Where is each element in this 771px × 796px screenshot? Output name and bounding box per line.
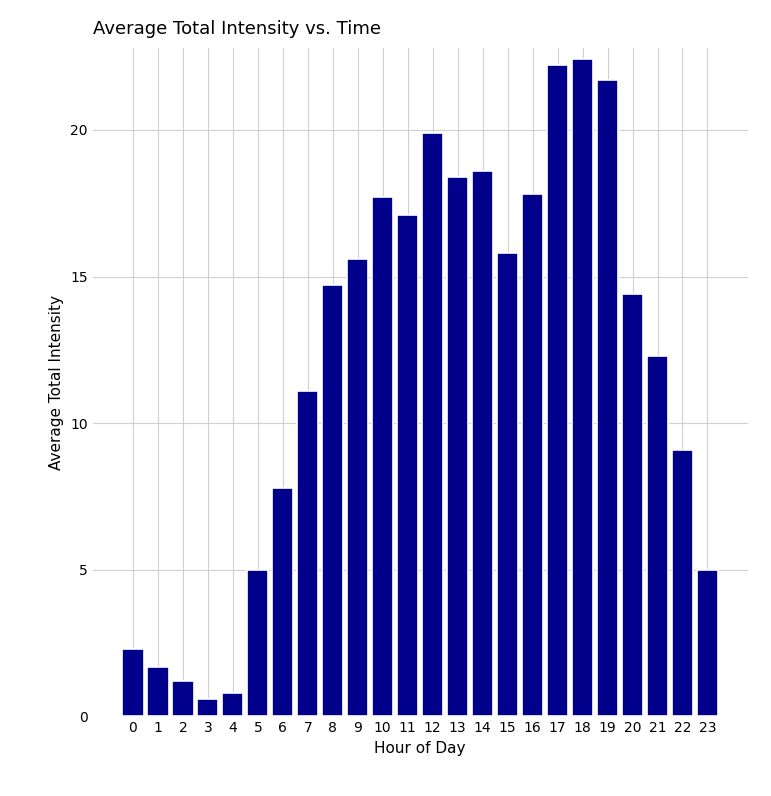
Bar bbox=[347, 259, 369, 716]
Bar bbox=[547, 65, 568, 716]
Bar bbox=[597, 80, 618, 716]
Y-axis label: Average Total Intensity: Average Total Intensity bbox=[49, 295, 65, 470]
Text: Average Total Intensity vs. Time: Average Total Intensity vs. Time bbox=[93, 20, 381, 38]
Bar bbox=[672, 450, 693, 716]
Bar bbox=[372, 197, 393, 716]
Bar bbox=[472, 171, 493, 716]
Bar bbox=[297, 391, 318, 716]
Bar bbox=[222, 693, 244, 716]
Bar bbox=[322, 285, 343, 716]
Bar bbox=[397, 215, 419, 716]
Bar bbox=[197, 699, 218, 716]
Bar bbox=[647, 356, 668, 716]
Bar bbox=[147, 666, 169, 716]
Bar bbox=[272, 488, 294, 716]
Bar bbox=[697, 570, 718, 716]
Bar bbox=[447, 177, 468, 716]
Bar bbox=[622, 294, 643, 716]
Bar bbox=[522, 194, 544, 716]
X-axis label: Hour of Day: Hour of Day bbox=[375, 741, 466, 756]
Bar bbox=[422, 133, 443, 716]
Bar bbox=[497, 253, 518, 716]
Bar bbox=[172, 681, 194, 716]
Bar bbox=[247, 570, 268, 716]
Bar bbox=[123, 649, 143, 716]
Bar bbox=[572, 60, 593, 716]
